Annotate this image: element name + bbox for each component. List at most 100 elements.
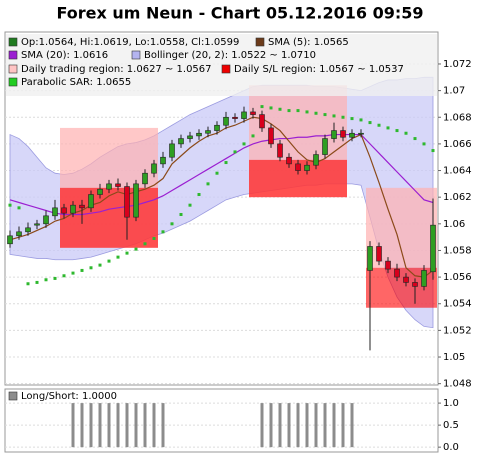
candle-body bbox=[367, 246, 373, 271]
legend-swatch bbox=[8, 50, 18, 60]
chart-title: Forex um Neun - Chart 05.12.2016 09:59 bbox=[56, 4, 423, 23]
sar-dot bbox=[107, 259, 111, 263]
candle-body bbox=[106, 183, 112, 190]
legend-label: Bollinger (20, 2): 1.0522 ~ 1.0710 bbox=[144, 50, 316, 61]
sar-dot bbox=[269, 106, 273, 110]
bar bbox=[134, 403, 138, 448]
sar-dot bbox=[314, 111, 318, 115]
candle-body bbox=[70, 204, 76, 214]
legend-swatch bbox=[221, 64, 231, 74]
candle-body bbox=[322, 138, 328, 155]
sar-dot bbox=[287, 109, 291, 113]
bar bbox=[278, 403, 282, 448]
y-tick-label: 1.0 bbox=[443, 398, 459, 409]
candle-body bbox=[187, 135, 193, 139]
legend-label: SMA (20): 1.0616 bbox=[21, 50, 108, 61]
legend-label: Long/Short: 1.0000 bbox=[21, 391, 117, 402]
legend-swatch bbox=[8, 64, 18, 74]
candle-body bbox=[43, 215, 49, 225]
sar-dot bbox=[404, 131, 408, 135]
candle-body bbox=[178, 138, 184, 145]
sar-dot bbox=[377, 123, 381, 127]
sar-dot bbox=[422, 142, 426, 146]
sar-dot bbox=[323, 113, 327, 117]
legend-swatch bbox=[255, 37, 265, 47]
candle-body bbox=[331, 130, 337, 139]
y-tick-label: 1.056 bbox=[443, 272, 472, 283]
sar-dot bbox=[35, 280, 39, 284]
sar-dot bbox=[161, 230, 165, 234]
sar-dot bbox=[53, 276, 57, 280]
bar bbox=[107, 403, 111, 448]
sar-dot bbox=[251, 134, 255, 138]
sar-dot bbox=[215, 171, 219, 175]
bar bbox=[80, 403, 84, 448]
sma5-line bbox=[9, 116, 434, 278]
candle-body bbox=[385, 260, 391, 270]
sar-dot bbox=[116, 255, 120, 259]
sar-dot bbox=[395, 129, 399, 133]
sar-dot bbox=[152, 236, 156, 240]
sar-dot bbox=[44, 278, 48, 282]
legend-label: Op:1.0564, Hi:1.0619, Lo:1.0558, Cl:1.05… bbox=[21, 37, 239, 48]
sar-dot bbox=[179, 212, 183, 216]
candle-body bbox=[196, 132, 202, 137]
legend-swatch bbox=[131, 50, 141, 60]
bar bbox=[332, 403, 336, 448]
bar bbox=[305, 403, 309, 448]
legend-label: Parabolic SAR: 1.0655 bbox=[21, 77, 131, 88]
sar-dot bbox=[8, 203, 12, 207]
candle-body bbox=[205, 130, 211, 134]
bar bbox=[125, 403, 129, 448]
candle-body bbox=[349, 132, 355, 138]
sar-dot bbox=[80, 268, 84, 272]
candle-body bbox=[88, 194, 94, 209]
candle-body bbox=[133, 183, 139, 218]
candle-body bbox=[304, 164, 310, 171]
legend-swatch bbox=[8, 77, 18, 87]
candle-body bbox=[421, 270, 427, 287]
candle-body bbox=[403, 276, 409, 283]
sar-dot bbox=[188, 203, 192, 207]
sar-dot bbox=[206, 182, 210, 186]
bar bbox=[296, 403, 300, 448]
candle-body bbox=[142, 172, 148, 185]
sl-region bbox=[60, 187, 158, 248]
y-tick-label: 1.072 bbox=[443, 59, 472, 70]
bar bbox=[143, 403, 147, 448]
candle-body bbox=[259, 114, 265, 129]
candle-body bbox=[7, 235, 13, 245]
candle-body bbox=[16, 231, 22, 237]
candle-body bbox=[169, 143, 175, 158]
candle-body bbox=[358, 132, 364, 135]
sar-dot bbox=[170, 222, 174, 226]
candle-body bbox=[79, 204, 85, 209]
candle-body bbox=[286, 156, 292, 165]
sar-dot bbox=[278, 107, 282, 111]
sar-dot bbox=[413, 137, 417, 141]
candle-body bbox=[214, 124, 220, 131]
candle-body bbox=[340, 130, 346, 138]
y-tick-label: 1.064 bbox=[443, 166, 472, 177]
candle-body bbox=[52, 207, 58, 217]
bar bbox=[269, 403, 273, 448]
bar bbox=[161, 403, 165, 448]
bar bbox=[350, 403, 354, 448]
bar bbox=[98, 403, 102, 448]
legend-label: SMA (5): 1.0565 bbox=[268, 37, 349, 48]
legend-label: Daily S/L region: 1.0567 ~ 1.0537 bbox=[234, 64, 404, 75]
candle-body bbox=[250, 111, 256, 115]
bar bbox=[314, 403, 318, 448]
legend-swatch bbox=[8, 37, 18, 47]
candle-body bbox=[97, 188, 103, 195]
sar-dot bbox=[98, 263, 102, 267]
candle-body bbox=[241, 111, 247, 119]
candle-body bbox=[34, 223, 40, 226]
sar-dot bbox=[17, 206, 21, 210]
sar-dot bbox=[341, 115, 345, 119]
candle-body bbox=[232, 116, 238, 119]
bar bbox=[341, 403, 345, 448]
plot-area bbox=[4, 388, 439, 453]
y-tick-label: 1.06 bbox=[443, 219, 465, 230]
bar bbox=[116, 403, 120, 448]
